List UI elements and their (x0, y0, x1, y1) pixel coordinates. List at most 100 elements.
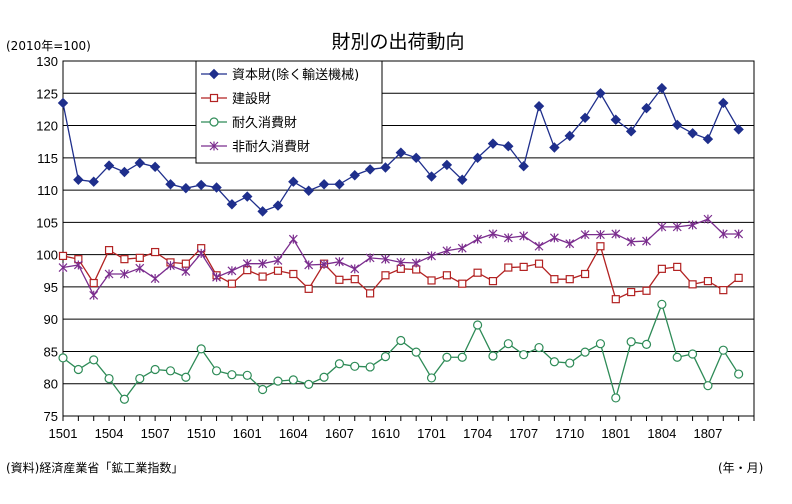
x-tick-label: 1801 (601, 426, 630, 441)
data-point (657, 264, 666, 273)
data-point (596, 230, 605, 240)
data-point (410, 152, 422, 164)
data-point (672, 222, 682, 232)
data-point (273, 376, 283, 386)
data-point (380, 162, 391, 173)
data-point (380, 352, 391, 362)
x-axis-ticks: 1501 1504 1507 1510 1601 1604 1607 1610 1701 1704… (49, 416, 755, 441)
data-point (611, 295, 620, 304)
data-point (687, 128, 698, 139)
data-point (151, 247, 160, 257)
data-point (518, 161, 529, 172)
data-point (304, 379, 314, 389)
data-point (364, 164, 376, 175)
data-point (242, 191, 253, 202)
legend-marker (209, 117, 219, 127)
data-point (180, 182, 192, 194)
data-point (488, 351, 498, 361)
data-point (596, 242, 605, 251)
data-point (549, 233, 559, 243)
data-point (641, 339, 652, 349)
data-point (626, 237, 636, 247)
data-point (672, 119, 683, 131)
data-point (304, 260, 314, 270)
data-point (273, 255, 283, 265)
data-point (610, 114, 622, 125)
data-point (702, 133, 714, 145)
data-point (718, 229, 728, 239)
data-point (89, 355, 99, 365)
data-point (703, 277, 713, 286)
data-point (534, 241, 544, 251)
y-tick-label: 85 (44, 344, 58, 359)
y-tick-label: 105 (36, 215, 58, 230)
x-tick-label: 1607 (325, 426, 354, 441)
data-point (319, 372, 329, 382)
data-point (625, 126, 637, 137)
data-point (319, 259, 329, 269)
plot-area (62, 60, 755, 417)
data-point (195, 179, 207, 191)
data-point (411, 347, 421, 357)
data-point (688, 280, 697, 289)
data-point (411, 258, 421, 268)
x-tick-label: 1804 (647, 426, 676, 441)
data-point (135, 373, 145, 384)
data-point (165, 179, 176, 190)
legend-label: 非耐久消費財 (232, 140, 310, 155)
y-tick-label: 130 (36, 54, 58, 69)
data-point (196, 248, 206, 258)
data-point (166, 261, 175, 271)
data-point (656, 82, 668, 94)
data-point (472, 152, 483, 164)
data-point (565, 239, 575, 249)
data-point (58, 251, 68, 261)
data-point (626, 337, 636, 347)
x-tick-label: 1707 (509, 426, 538, 441)
data-point (580, 347, 590, 357)
y-tick-label: 110 (37, 183, 58, 198)
y-tick-label: 125 (36, 86, 58, 101)
data-point (488, 277, 498, 286)
data-point (181, 259, 190, 268)
data-point (150, 274, 160, 284)
x-tick-label: 1701 (417, 426, 446, 441)
data-point (503, 140, 514, 152)
legend-marker (208, 68, 220, 80)
data-point (334, 179, 345, 190)
data-point (503, 339, 513, 349)
y-tick-label: 120 (36, 119, 58, 134)
data-point (350, 275, 359, 284)
data-point (365, 253, 375, 263)
x-tick-label: 1704 (463, 426, 492, 441)
data-point (227, 266, 237, 276)
chart-title: 財別の出荷動向 (331, 31, 464, 53)
data-point (242, 259, 252, 269)
x-tick-label: 1507 (141, 426, 170, 441)
x-tick-label: 1501 (49, 426, 78, 441)
x-tick-label: 1604 (279, 426, 308, 441)
data-point (642, 286, 651, 295)
data-point (303, 185, 314, 196)
data-point (165, 366, 176, 376)
data-point (135, 253, 144, 262)
data-point (488, 229, 498, 239)
data-point (580, 269, 590, 279)
data-point (519, 231, 529, 241)
data-point (595, 88, 606, 99)
data-point (334, 257, 344, 267)
data-point (318, 179, 330, 190)
data-point (442, 271, 451, 280)
data-point (442, 352, 452, 362)
data-point (119, 269, 129, 279)
y-tick-label: 100 (36, 248, 58, 263)
data-point (366, 289, 375, 298)
data-point (611, 393, 621, 403)
legend-item: 資本財(除く輸送機械) (201, 68, 359, 83)
data-point (687, 349, 698, 359)
y-tick-label: 115 (37, 151, 58, 166)
data-point (227, 279, 237, 288)
legend-label: 資本財(除く輸送機械) (232, 68, 359, 83)
y-tick-label: 90 (44, 312, 58, 327)
data-point (334, 359, 344, 369)
